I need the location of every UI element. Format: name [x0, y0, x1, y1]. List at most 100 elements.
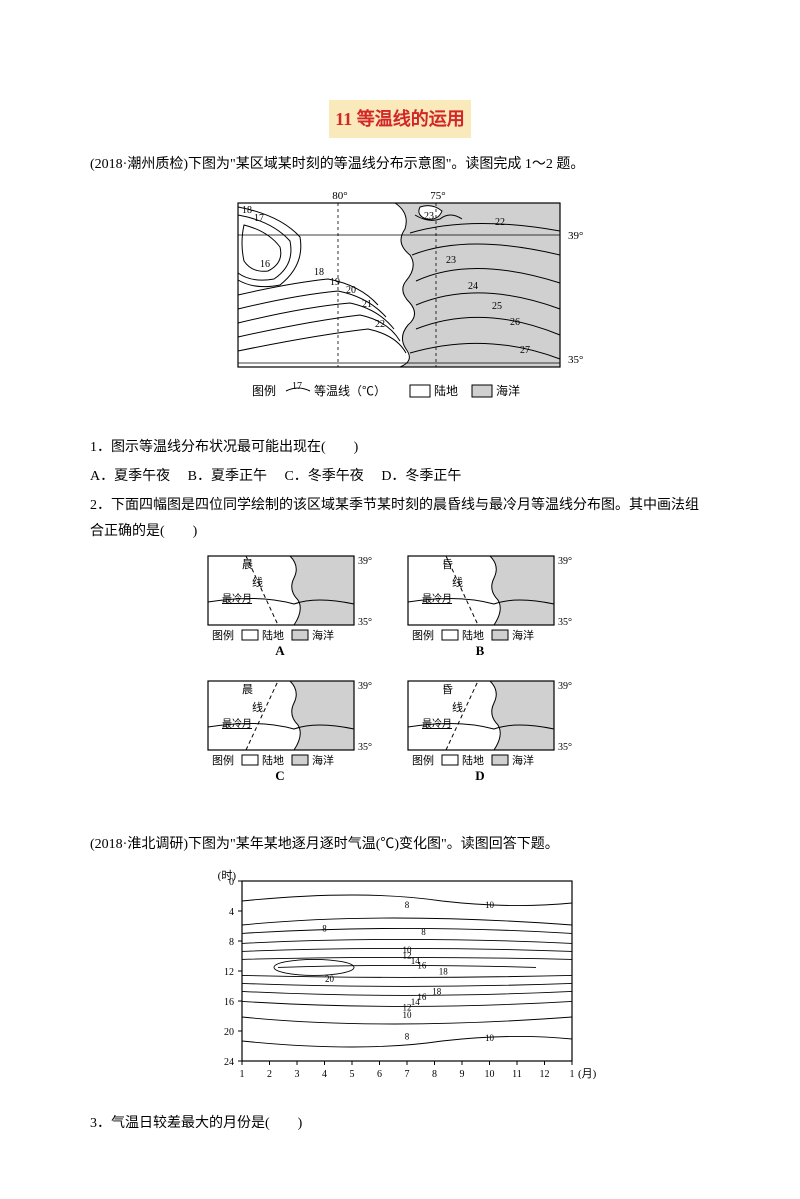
- svg-text:10: 10: [485, 900, 495, 910]
- svg-text:80°: 80°: [332, 190, 347, 202]
- svg-text:18: 18: [314, 267, 324, 278]
- svg-text:23: 23: [424, 211, 434, 222]
- isotherm-map-svg: 80°75°39°35°1817161819202122232223242526…: [210, 185, 590, 415]
- q1-opt-d: D．冬季正午: [381, 464, 461, 491]
- svg-text:线: 线: [252, 700, 263, 714]
- svg-text:9: 9: [460, 1069, 465, 1080]
- svg-text:图例: 图例: [412, 753, 434, 767]
- svg-text:1: 1: [570, 1069, 575, 1080]
- svg-text:35°: 35°: [558, 617, 572, 628]
- figure-panels: 39°35°晨线最冷月图例陆地海洋A39°35°昏线最冷月图例陆地海洋B39°3…: [90, 552, 710, 823]
- svg-text:24: 24: [224, 1057, 234, 1068]
- svg-text:16: 16: [224, 997, 234, 1008]
- svg-text:19: 19: [330, 277, 340, 288]
- svg-text:线: 线: [452, 700, 463, 714]
- svg-text:(时): (时): [218, 869, 237, 882]
- svg-text:20: 20: [224, 1027, 234, 1038]
- svg-text:8: 8: [229, 937, 234, 948]
- svg-text:晨: 晨: [242, 558, 253, 571]
- svg-text:35°: 35°: [358, 617, 372, 628]
- svg-text:图例: 图例: [212, 753, 234, 767]
- svg-text:7: 7: [405, 1069, 410, 1080]
- svg-text:图例: 图例: [212, 628, 234, 642]
- svg-text:17: 17: [254, 213, 264, 224]
- svg-text:10: 10: [485, 1069, 495, 1080]
- svg-text:18: 18: [439, 967, 449, 977]
- svg-text:线: 线: [252, 575, 263, 589]
- svg-text:25: 25: [492, 301, 502, 312]
- svg-text:4: 4: [322, 1069, 327, 1080]
- svg-text:23: 23: [446, 255, 456, 266]
- intro-1: (2018·潮州质检)下图为"某区域某时刻的等温线分布示意图"。读图完成 1～2…: [90, 152, 710, 179]
- svg-text:1: 1: [240, 1069, 245, 1080]
- svg-text:海洋: 海洋: [312, 628, 334, 642]
- q1-stem: 1．图示等温线分布状况最可能出现在( ): [90, 435, 710, 462]
- svg-text:12: 12: [540, 1069, 550, 1080]
- svg-text:16: 16: [417, 960, 427, 970]
- svg-text:陆地: 陆地: [462, 628, 484, 642]
- svg-text:21: 21: [362, 299, 372, 310]
- figure-isotherm-map: 80°75°39°35°1817161819202122232223242526…: [90, 185, 710, 426]
- svg-text:17: 17: [292, 381, 302, 392]
- svg-text:20: 20: [346, 285, 356, 296]
- svg-text:35°: 35°: [558, 742, 572, 753]
- svg-text:35°: 35°: [358, 742, 372, 753]
- svg-text:陆地: 陆地: [262, 753, 284, 767]
- svg-text:39°: 39°: [568, 230, 583, 242]
- svg-text:27: 27: [520, 345, 530, 356]
- svg-text:陆地: 陆地: [462, 753, 484, 767]
- svg-text:39°: 39°: [358, 681, 372, 692]
- svg-text:海洋: 海洋: [312, 753, 334, 767]
- svg-text:10: 10: [403, 1010, 413, 1020]
- panels-svg: 39°35°晨线最冷月图例陆地海洋A39°35°昏线最冷月图例陆地海洋B39°3…: [190, 552, 610, 812]
- svg-text:海洋: 海洋: [512, 628, 534, 642]
- svg-text:8: 8: [421, 927, 426, 937]
- q1-opt-b: B．夏季正午: [188, 464, 267, 491]
- q1-opt-c: C．冬季午夜: [284, 464, 363, 491]
- svg-text:最冷月: 最冷月: [222, 592, 252, 605]
- svg-text:39°: 39°: [558, 556, 572, 567]
- q1-options: A．夏季午夜 B．夏季正午 C．冬季午夜 D．冬季正午: [90, 464, 710, 491]
- page: 11 等温线的运用 (2018·潮州质检)下图为"某区域某时刻的等温线分布示意图…: [0, 0, 800, 1199]
- svg-text:陆地: 陆地: [262, 628, 284, 642]
- svg-text:等温线（℃）: 等温线（℃）: [314, 384, 386, 398]
- temp-chart-svg: 04812162024(时)1234567891011121(月)8108810…: [200, 865, 600, 1090]
- svg-text:8: 8: [405, 900, 410, 910]
- svg-text:26: 26: [510, 317, 520, 328]
- svg-text:最冷月: 最冷月: [422, 717, 452, 730]
- svg-text:2: 2: [267, 1069, 272, 1080]
- svg-text:海洋: 海洋: [512, 753, 534, 767]
- svg-text:18: 18: [432, 986, 442, 996]
- svg-text:3: 3: [295, 1069, 300, 1080]
- svg-text:6: 6: [377, 1069, 382, 1080]
- svg-text:8: 8: [432, 1069, 437, 1080]
- svg-text:图例: 图例: [412, 628, 434, 642]
- q1-opt-a: A．夏季午夜: [90, 464, 170, 491]
- svg-text:20: 20: [325, 974, 335, 984]
- svg-text:陆地: 陆地: [434, 383, 458, 398]
- svg-text:A: A: [275, 643, 285, 658]
- svg-text:C: C: [275, 768, 284, 783]
- svg-text:8: 8: [405, 1031, 410, 1041]
- svg-text:4: 4: [229, 907, 234, 918]
- svg-text:晨: 晨: [242, 683, 253, 696]
- svg-text:最冷月: 最冷月: [222, 717, 252, 730]
- svg-text:(月): (月): [578, 1068, 597, 1080]
- svg-text:最冷月: 最冷月: [422, 592, 452, 605]
- svg-text:75°: 75°: [430, 190, 445, 202]
- q2-stem: 2．下面四幅图是四位同学绘制的该区域某季节某时刻的晨昏线与最冷月等温线分布图。其…: [90, 493, 710, 546]
- svg-text:24: 24: [468, 281, 478, 292]
- svg-text:昏: 昏: [442, 683, 453, 696]
- svg-text:B: B: [476, 643, 485, 658]
- svg-text:10: 10: [485, 1033, 495, 1043]
- figure-temp-chart: 04812162024(时)1234567891011121(月)8108810…: [90, 865, 710, 1101]
- svg-text:16: 16: [260, 259, 270, 270]
- page-title: 11 等温线的运用: [329, 100, 471, 138]
- svg-text:11: 11: [512, 1069, 522, 1080]
- svg-text:线: 线: [452, 575, 463, 589]
- svg-text:海洋: 海洋: [496, 383, 520, 398]
- svg-text:14: 14: [411, 997, 421, 1007]
- svg-text:8: 8: [322, 923, 327, 933]
- svg-text:22: 22: [375, 319, 385, 330]
- svg-text:39°: 39°: [558, 681, 572, 692]
